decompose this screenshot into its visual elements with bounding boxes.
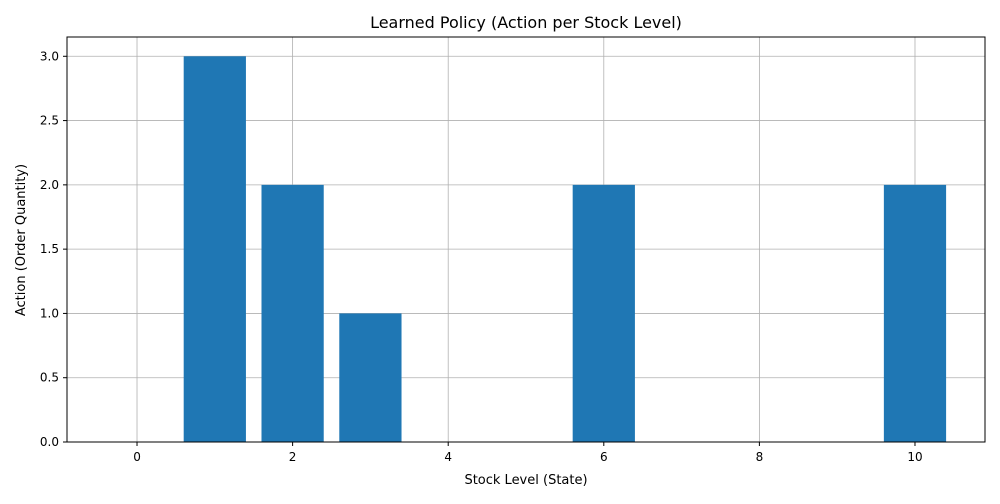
x-tick-label: 10 bbox=[907, 450, 922, 464]
y-tick-label: 1.5 bbox=[40, 242, 59, 256]
y-tick-label: 1.0 bbox=[40, 306, 59, 320]
y-tick-label: 0.0 bbox=[40, 435, 59, 449]
plot-frame bbox=[66, 36, 986, 443]
bar bbox=[339, 313, 402, 442]
y-tick-label: 2.0 bbox=[40, 178, 59, 192]
y-tick-label: 2.5 bbox=[40, 114, 59, 128]
bar bbox=[261, 184, 324, 442]
y-axis-label: Action (Order Quantity) bbox=[14, 164, 29, 316]
x-tick-label: 6 bbox=[600, 450, 608, 464]
bars bbox=[183, 56, 947, 443]
y-tick-label: 0.5 bbox=[40, 371, 59, 385]
x-tick-label: 2 bbox=[289, 450, 297, 464]
x-axis-label: Stock Level (State) bbox=[464, 473, 587, 488]
x-tick-label: 8 bbox=[756, 450, 764, 464]
x-tick-label: 0 bbox=[133, 450, 141, 464]
x-tick-label: 4 bbox=[444, 450, 452, 464]
chart-title: Learned Policy (Action per Stock Level) bbox=[370, 13, 682, 32]
y-tick-label: 3.0 bbox=[40, 49, 59, 63]
ticks: 0 2 4 6 8 10 0.0 0.5 1.0 1.5 2.0 2.5 3.0 bbox=[40, 49, 923, 464]
bar bbox=[572, 184, 635, 442]
bar bbox=[883, 184, 947, 442]
bar bbox=[183, 56, 246, 443]
